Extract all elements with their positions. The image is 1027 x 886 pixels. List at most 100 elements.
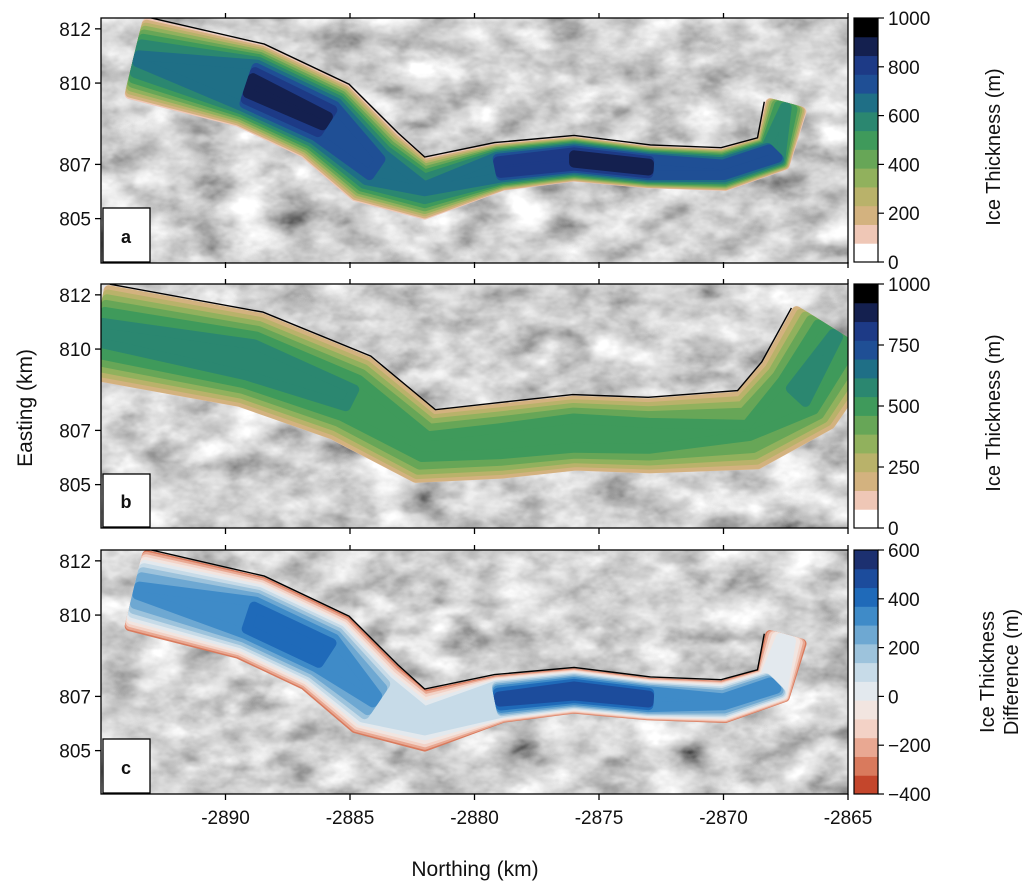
panel-b: 812 810 807 805 b 0 250 500 750 1000 Ice Thickne… [59, 275, 1005, 540]
colorbar-segment [854, 434, 878, 454]
colorbar-segment [854, 471, 878, 491]
colorbar-tick-label: 0 [888, 253, 899, 274]
colorbar-tick-label: 0 [888, 687, 899, 708]
panel-b-label-box [102, 473, 151, 528]
colorbar-tick-label: 500 [888, 397, 920, 418]
colorbar-tick-label: 750 [888, 336, 920, 357]
colorbar-label: Ice Thickness (m) [983, 68, 1005, 225]
colorbar-label: Ice Thickness (m) [983, 334, 1005, 491]
colorbar-tick-label: 200 [888, 204, 920, 225]
contour-band [241, 601, 337, 668]
colorbar-tick-label: 200 [888, 639, 920, 660]
panel-a-label-box [102, 207, 151, 263]
colorbar-segment [854, 452, 878, 473]
colorbar-segment [854, 718, 878, 739]
colorbar-segment [854, 321, 878, 341]
panel-a-plot-area [101, 18, 848, 263]
colorbar-segment [854, 700, 878, 720]
colorbar-tick-label: 250 [888, 458, 920, 479]
panel-b-plot-area [101, 284, 848, 528]
colorbar-tick-label: 800 [888, 58, 920, 79]
colorbar-segment [854, 149, 878, 169]
colorbar-segment [854, 243, 878, 263]
contour-band [785, 329, 843, 407]
panel-c-x-axis: -2890 -2885 -2880 -2875 -2870 -2865 [201, 545, 872, 829]
colorbar-segment [854, 302, 878, 323]
panel-c-glacier-outline [148, 550, 765, 690]
panel-c-label: c [121, 758, 131, 778]
colorbar-label-line: Ice Thickness [977, 611, 999, 733]
panel-b-thickness-field [101, 285, 848, 483]
contour-band [569, 150, 654, 176]
x-tick-label: -2870 [699, 808, 748, 829]
colorbar-segment [854, 775, 878, 795]
y-tick-label: 807 [59, 155, 91, 176]
colorbar-tick-label: 1000 [888, 9, 930, 30]
colorbar-segment [854, 509, 878, 529]
x-tick-label: -2885 [326, 808, 375, 829]
panel-c-difference-field [124, 550, 807, 752]
colorbar-segment [854, 606, 878, 626]
y-tick-label: 805 [59, 742, 91, 763]
colorbar-segment [854, 205, 878, 225]
colorbar-segment [854, 377, 878, 398]
colorbar-segment [854, 111, 878, 132]
colorbar-segment [854, 415, 878, 435]
colorbar-segment [854, 359, 878, 379]
colorbar-frame [853, 549, 879, 795]
colorbar-tick-label: 1000 [888, 275, 930, 296]
contour-band [242, 73, 333, 131]
x-tick-label: -2865 [824, 808, 873, 829]
colorbar-tick-label: 400 [888, 155, 920, 176]
panel-a-x-axis [224, 13, 849, 268]
colorbar-segment [854, 550, 878, 570]
colorbar-segment [854, 224, 878, 244]
colorbar-segment [854, 625, 878, 645]
colorbar-tick-label: 600 [888, 541, 920, 562]
panel-a-glacier-outline [148, 18, 765, 158]
colorbar-tick-label: −200 [888, 736, 931, 757]
panel-a-colorbar: 0 200 400 600 800 1000 Ice Thickness (m) [853, 9, 1005, 274]
panel-b-colorbar: 0 250 500 750 1000 Ice Thickness (m) [853, 275, 1005, 540]
colorbar-segment [854, 396, 878, 416]
panel-b-y-axis: 812 810 807 805 [59, 286, 101, 497]
y-tick-label: 805 [59, 476, 91, 497]
x-tick-label: -2875 [575, 808, 624, 829]
contour-band [132, 581, 383, 708]
panel-a-label: a [121, 227, 132, 247]
colorbar-segment [854, 681, 878, 701]
panel-c-plot-area [101, 550, 848, 794]
contour-band [101, 318, 360, 412]
colorbar-segment [854, 662, 878, 682]
y-tick-label: 807 [59, 421, 91, 442]
colorbar-segment [854, 490, 878, 510]
x-tick-label: -2880 [450, 808, 499, 829]
x-tick-label: -2890 [201, 808, 250, 829]
colorbar-frame [853, 17, 879, 263]
panel-c-y-axis: 812 810 807 805 [59, 552, 101, 763]
y-tick-label: 810 [59, 340, 91, 361]
y-tick-label: 810 [59, 606, 91, 627]
colorbar-segment [854, 186, 878, 207]
colorbar-segment [854, 74, 878, 94]
colorbar-segment [854, 93, 878, 113]
colorbar-segment [854, 18, 878, 38]
y-tick-label: 812 [59, 20, 91, 41]
y-tick-label: 807 [59, 687, 91, 708]
colorbar-tick-label: 400 [888, 590, 920, 611]
colorbar-segment [854, 130, 878, 150]
colorbar-tick-label: 600 [888, 107, 920, 128]
y-tick-label: 812 [59, 552, 91, 573]
colorbar-segment [854, 643, 878, 664]
y-tick-label: 805 [59, 210, 91, 231]
panel-c-label-box [102, 738, 151, 794]
colorbar-label-line: Difference (m) [1001, 609, 1023, 735]
y-tick-label: 812 [59, 286, 91, 307]
panel-b-glacier-outline [109, 284, 793, 411]
panel-a-y-axis: 812 810 807 805 [59, 20, 101, 231]
panel-b-label: b [121, 492, 132, 512]
colorbar-tick-label: 0 [888, 519, 899, 540]
colorbar-segment [854, 587, 878, 607]
colorbar-segment [854, 36, 878, 57]
